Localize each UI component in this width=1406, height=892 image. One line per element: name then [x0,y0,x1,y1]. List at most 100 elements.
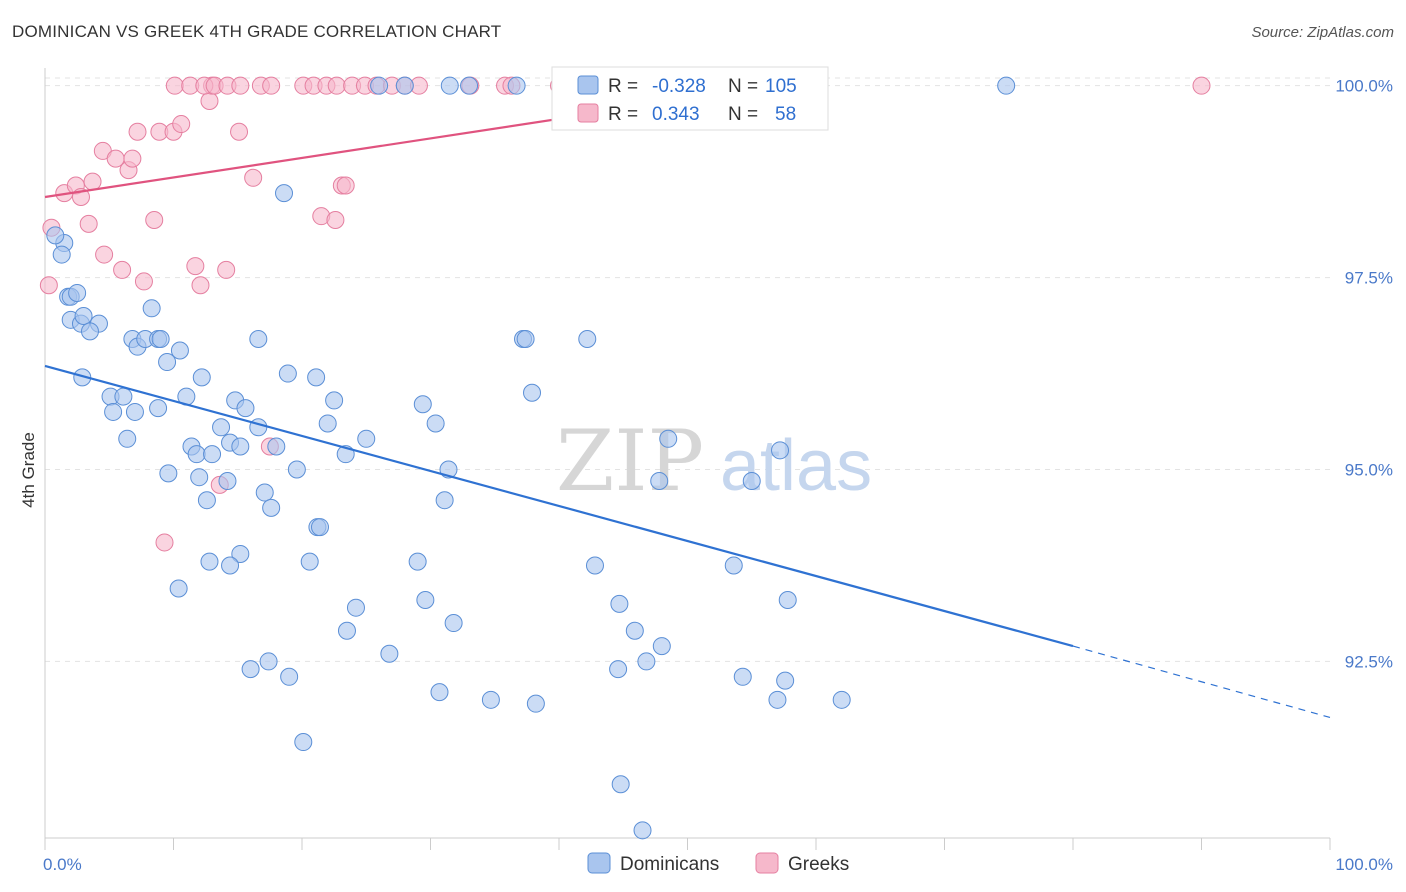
source-credit: Source: ZipAtlas.com [1251,24,1394,41]
dominicans-point-62 [259,652,278,671]
dominicans-point-70 [430,683,449,702]
legend-greeks-n-label: N = [728,104,758,125]
y-tick-label-1: 97.5% [1345,269,1393,288]
dominicans-point-99 [997,76,1016,95]
dominicans-point-86 [659,429,678,448]
dominicans-point-67 [416,591,435,610]
dominicans-point-11 [142,299,161,318]
tick-labels: 100.0% 97.5% 95.0% 92.5% 0.0% 100.0% [43,77,1393,874]
greeks-point-6 [79,214,98,233]
legend-dominicans-n-label: N = [728,76,758,97]
legend-dominicans-r-value: -0.328 [652,76,706,97]
dominicans-point-16 [151,330,170,349]
chart-title: DOMINICAN VS GREEK 4TH GRADE CORRELATION… [12,22,502,41]
dominicans-trend-extension [1072,645,1331,719]
dominicans-point-78 [435,491,454,510]
y-tick-label-2: 95.0% [1345,461,1393,480]
dominicans-point-23 [192,368,211,387]
dominicans-point-58 [169,579,188,598]
dominicans-point-1 [46,226,65,245]
dominicans-point-102 [440,76,459,95]
dominicans-point-95 [832,690,851,709]
bottom-legend-greeks-swatch [755,852,779,874]
dominicans-point-39 [231,437,250,456]
dominicans-point-22 [114,387,133,406]
y-tick-label-0: 100.0% [1335,77,1393,96]
y-tick-label-3: 92.5% [1345,652,1393,671]
dominicans-point-60 [337,621,356,640]
greeks-point-30 [326,211,345,230]
y-axis-label: 4th Grade [19,432,38,508]
dominicans-point-71 [526,694,545,713]
dominicans-point-43 [203,445,222,464]
dominicans-point-30 [104,402,123,421]
greeks-point-8 [95,245,114,264]
dominicans-point-29 [325,391,344,410]
dominicans-point-80 [585,556,604,575]
dominicans-point-25 [278,364,297,383]
dominicans-point-33 [212,418,231,437]
dominicans-point-8 [74,306,93,325]
dominicans-point-48 [218,472,237,491]
dominicans-point-90 [771,441,790,460]
dominicans-point-93 [733,667,752,686]
dominicans-point-19 [249,330,268,349]
dominicans-point-94 [768,690,787,709]
dominicans-point-50 [262,498,281,517]
dominicans-point-53 [310,518,329,537]
dominicans-point-100 [460,76,479,95]
series-dominicans-points [46,76,1016,840]
dominicans-point-76 [426,414,445,433]
x-tick-label-1: 100.0% [1335,855,1393,874]
dominicans-point-41 [357,429,376,448]
legend-dominicans-r-label: R = [608,76,638,97]
greeks-point-21 [200,92,219,111]
dominicans-point-75 [413,395,432,414]
greeks-point-19 [186,257,205,276]
dominicans-point-87 [650,472,669,491]
watermark: ZIP atlas [556,412,872,510]
dominicans-point-81 [610,594,629,613]
dominicans-point-104 [370,76,389,95]
gridlines [45,77,1330,662]
watermark-zip: ZIP [556,412,704,510]
greeks-point-25 [244,168,263,187]
dominicans-point-69 [481,690,500,709]
series-greeks-points [39,76,1211,552]
greeks-point-27 [155,533,174,552]
dominicans-point-5 [68,283,87,302]
legend-dominicans-n-value: 105 [765,76,797,97]
dominicans-point-28 [236,399,255,418]
dominicans-point-31 [125,402,144,421]
dominicans-point-2 [52,245,71,264]
dominicans-point-57 [300,552,319,571]
dominicans-point-89 [742,472,761,491]
dominicans-point-74 [578,330,597,349]
legend-dominicans-swatch [577,75,599,95]
legend-greeks-n-value: 58 [775,104,796,125]
bottom-legend-dominicans-swatch [587,852,611,874]
dominicans-point-63 [241,660,260,679]
greeks-point-10 [113,260,132,279]
dominicans-point-79 [523,383,542,402]
legend-greeks-swatch [577,103,599,123]
legend-greeks-r-value: 0.343 [652,104,700,125]
greeks-point-5 [83,172,102,191]
greeks-point-44 [327,76,346,95]
dominicans-point-49 [255,483,274,502]
greeks-point-18 [172,115,191,134]
dominicans-point-45 [287,460,306,479]
greeks-point-13 [128,122,147,141]
greeks-point-14 [134,272,153,291]
dominicans-point-92 [776,671,795,690]
dominicans-point-103 [395,76,414,95]
dominicans-point-59 [346,598,365,617]
dominicans-point-98 [275,184,294,203]
dominicans-point-61 [380,644,399,663]
dominicans-point-101 [507,76,526,95]
greeks-point-38 [231,76,250,95]
dominicans-point-36 [118,429,137,448]
greeks-point-23 [217,260,236,279]
dominicans-point-73 [516,330,535,349]
dominicans-point-32 [149,399,168,418]
